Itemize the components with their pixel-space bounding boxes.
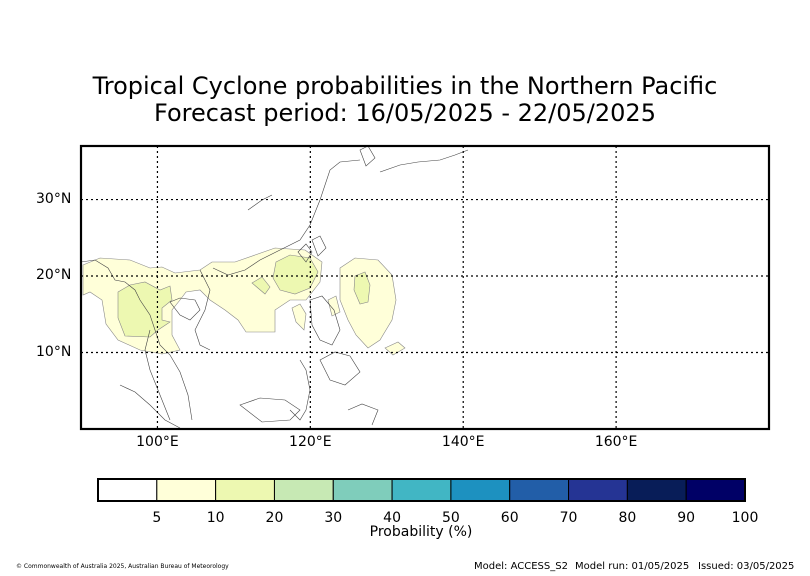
title-line-1: Tropical Cyclone probabilities in the No…	[92, 72, 718, 100]
colorbar-tick-label: 90	[677, 510, 696, 526]
gridlines	[81, 146, 769, 429]
colorbar-tick-label: 60	[500, 510, 519, 526]
coastlines	[81, 146, 469, 429]
colorbar-tick-label: 100	[731, 510, 759, 526]
colorbar-segment	[273, 478, 334, 502]
prob-region-5-10-philippine-sea	[339, 257, 397, 349]
colorbar-title: Probability (%)	[369, 524, 473, 540]
colorbar-segment	[685, 478, 746, 502]
colorbar-tick-label: 80	[618, 510, 637, 526]
copyright-text: © Commonwealth of Australia 2025, Austra…	[16, 563, 229, 570]
map-frame	[79, 144, 771, 431]
lat-tick-label: 30°N	[36, 190, 72, 207]
lat-tick-label: 20°N	[36, 267, 72, 284]
colorbar-tick-label: 10	[206, 510, 225, 526]
lon-tick-label: 140°E	[441, 434, 485, 450]
colorbar-tick-label: 50	[441, 510, 460, 526]
colorbar-segment	[509, 478, 570, 502]
colorbar-segment	[626, 478, 687, 502]
colorbar-tick-label: 5	[152, 510, 162, 526]
lon-tick-label: 160°E	[594, 434, 638, 450]
colorbar-tick-label: 70	[559, 510, 578, 526]
lon-tick-label: 100°E	[136, 434, 179, 450]
colorbar-segment	[215, 478, 275, 502]
prob-region-10-20-east	[353, 271, 371, 305]
colorbar-segment	[450, 478, 511, 502]
lat-tick-label: 10°N	[36, 343, 72, 360]
colorbar-segment	[156, 478, 217, 502]
prob-region-5-10-small-3	[327, 295, 341, 317]
prob-region-10-20-bay	[117, 281, 173, 338]
colorbar-segment	[391, 478, 452, 502]
colorbar-tick-label: 20	[265, 510, 284, 526]
colorbar	[97, 478, 746, 502]
model-run-text: Model run: 01/05/2025	[575, 561, 690, 572]
colorbar-segment	[97, 478, 158, 502]
prob-region-10-20-small	[251, 276, 271, 295]
prob-region-5-10-small-1	[291, 303, 307, 331]
prob-region-5-10-small-2	[384, 341, 406, 356]
colorbar-tick-label: 40	[383, 510, 401, 526]
map-area	[81, 146, 469, 429]
lon-tick-label: 120°E	[289, 434, 332, 450]
colorbar-tick-label: 30	[324, 510, 343, 526]
colorbar-frame	[97, 478, 746, 502]
issued-text: Issued: 03/05/2025	[698, 561, 795, 572]
colorbar-segment	[332, 478, 393, 502]
title-line-2: Forecast period: 16/05/2025 - 22/05/2025	[154, 99, 656, 127]
colorbar-segment	[568, 478, 628, 502]
model-text: Model: ACCESS_S2	[474, 561, 568, 572]
